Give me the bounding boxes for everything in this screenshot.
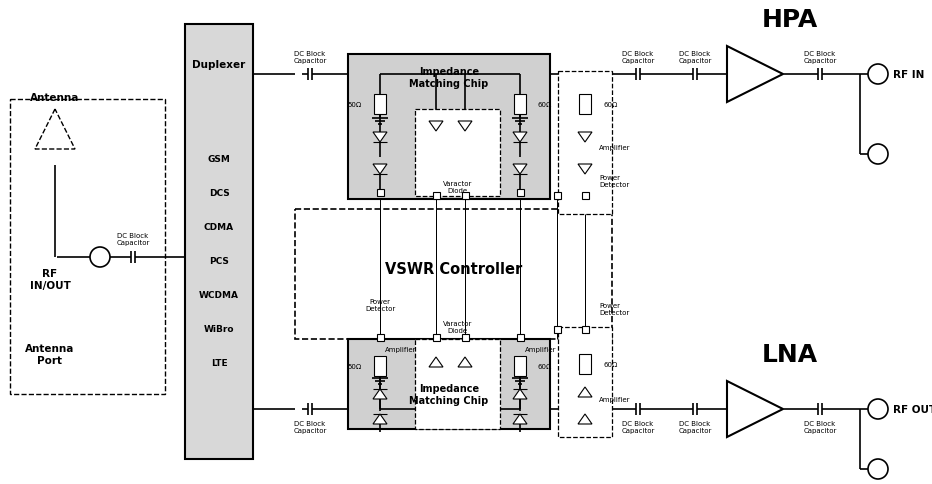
- Text: Impedance
Matching Chip: Impedance Matching Chip: [409, 67, 488, 89]
- Text: DC Block
Capacitor: DC Block Capacitor: [294, 51, 327, 64]
- Polygon shape: [513, 414, 527, 424]
- Bar: [295, 210, 612, 339]
- Polygon shape: [513, 165, 527, 175]
- Circle shape: [868, 65, 888, 85]
- Bar: [432, 334, 440, 341]
- Circle shape: [90, 247, 110, 268]
- Text: Varactor
Diode: Varactor Diode: [443, 181, 473, 194]
- Text: DC Block
Capacitor: DC Block Capacitor: [803, 421, 837, 434]
- Circle shape: [868, 459, 888, 479]
- Text: DC Block
Capacitor: DC Block Capacitor: [294, 421, 327, 434]
- Text: Antenna: Antenna: [31, 93, 80, 103]
- Text: VSWR Controller: VSWR Controller: [385, 262, 522, 277]
- Polygon shape: [727, 47, 783, 103]
- Text: DC Block
Capacitor: DC Block Capacitor: [622, 421, 654, 434]
- Text: DC Block
Capacitor: DC Block Capacitor: [622, 51, 654, 64]
- Text: Power
Detector: Power Detector: [364, 299, 395, 312]
- Text: DC Block
Capacitor: DC Block Capacitor: [116, 233, 150, 246]
- Text: LNA: LNA: [762, 342, 818, 366]
- Text: 60Ω: 60Ω: [538, 363, 553, 369]
- Text: HPA: HPA: [761, 8, 818, 32]
- Text: Amplifier: Amplifier: [385, 346, 417, 352]
- Bar: [514, 95, 526, 115]
- Polygon shape: [373, 414, 387, 424]
- Text: Duplexer: Duplexer: [192, 60, 246, 70]
- Polygon shape: [373, 389, 387, 399]
- Polygon shape: [513, 389, 527, 399]
- Bar: [415, 110, 500, 197]
- Text: 50Ω: 50Ω: [348, 102, 362, 108]
- Text: DC Block
Capacitor: DC Block Capacitor: [678, 51, 712, 64]
- Bar: [461, 192, 469, 199]
- Polygon shape: [578, 133, 592, 143]
- Text: PCS: PCS: [209, 257, 229, 266]
- Bar: [377, 189, 383, 196]
- Text: RF
IN/OUT: RF IN/OUT: [30, 269, 71, 290]
- Bar: [579, 95, 591, 115]
- Text: Amplifier: Amplifier: [599, 145, 631, 151]
- Polygon shape: [578, 414, 592, 424]
- Bar: [348, 55, 550, 199]
- Text: RF IN: RF IN: [893, 70, 925, 80]
- Text: LTE: LTE: [211, 359, 227, 368]
- Polygon shape: [35, 110, 75, 150]
- Text: WCDMA: WCDMA: [199, 291, 239, 300]
- Bar: [558, 327, 612, 437]
- Polygon shape: [513, 133, 527, 143]
- Bar: [432, 192, 440, 199]
- Text: Varactor
Diode: Varactor Diode: [443, 321, 473, 334]
- Bar: [516, 334, 524, 341]
- Circle shape: [868, 145, 888, 165]
- Text: DC Block
Capacitor: DC Block Capacitor: [803, 51, 837, 64]
- Polygon shape: [429, 357, 443, 367]
- Polygon shape: [578, 165, 592, 175]
- Text: Impedance
Matching Chip: Impedance Matching Chip: [409, 383, 488, 405]
- Polygon shape: [429, 122, 443, 132]
- Bar: [558, 72, 612, 214]
- Bar: [582, 192, 588, 199]
- Bar: [348, 339, 550, 429]
- Bar: [10, 100, 165, 394]
- Bar: [516, 189, 524, 196]
- Text: Power
Detector: Power Detector: [599, 303, 629, 316]
- Bar: [582, 326, 588, 333]
- Polygon shape: [727, 381, 783, 437]
- Bar: [461, 334, 469, 341]
- Text: Antenna
Port: Antenna Port: [25, 344, 75, 365]
- Polygon shape: [373, 165, 387, 175]
- Bar: [374, 356, 386, 376]
- Bar: [374, 95, 386, 115]
- Text: DCS: DCS: [209, 189, 229, 198]
- Text: 50Ω: 50Ω: [348, 363, 362, 369]
- Text: RF OUT: RF OUT: [893, 404, 932, 414]
- Polygon shape: [458, 122, 472, 132]
- Bar: [185, 25, 253, 459]
- Bar: [554, 326, 560, 333]
- Text: CDMA: CDMA: [204, 223, 234, 232]
- Polygon shape: [458, 357, 472, 367]
- Polygon shape: [578, 387, 592, 397]
- Text: WiBro: WiBro: [204, 325, 234, 334]
- Text: GSM: GSM: [208, 155, 230, 164]
- Text: 60Ω: 60Ω: [603, 361, 617, 367]
- Bar: [415, 339, 500, 429]
- Bar: [377, 334, 383, 341]
- Circle shape: [868, 399, 888, 419]
- Bar: [579, 354, 591, 374]
- Bar: [514, 356, 526, 376]
- Text: 60Ω: 60Ω: [538, 102, 553, 108]
- Polygon shape: [373, 133, 387, 143]
- Text: Amplifier: Amplifier: [599, 396, 631, 402]
- Text: Amplifier: Amplifier: [525, 346, 556, 352]
- Text: DC Block
Capacitor: DC Block Capacitor: [678, 421, 712, 434]
- Text: Power
Detector: Power Detector: [599, 175, 629, 188]
- Bar: [554, 192, 560, 199]
- Text: 60Ω: 60Ω: [603, 102, 617, 108]
